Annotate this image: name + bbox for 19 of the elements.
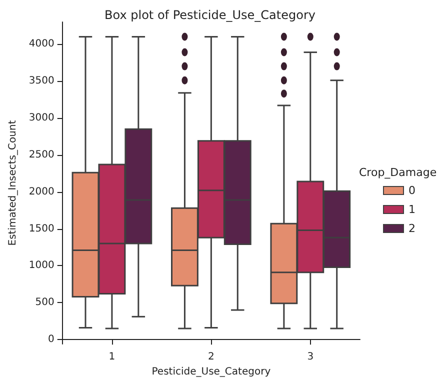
chart-title: Box plot of Pesticide_Use_Category <box>104 8 316 22</box>
y-tick-label: 2000 <box>28 186 54 198</box>
y-tick-label: 1000 <box>28 260 54 272</box>
y-tick-label: 3000 <box>28 112 54 124</box>
y-tick-label: 0 <box>48 334 54 346</box>
y-axis-title: Estimated_Insects_Count <box>8 120 18 246</box>
y-tick-label: 4000 <box>28 38 54 50</box>
legend-title: Crop_Damage <box>359 166 437 179</box>
legend-label: 1 <box>408 203 416 216</box>
y-tick-label: 3500 <box>28 76 54 87</box>
legend-label: 2 <box>408 222 416 235</box>
y-tick-label: 2500 <box>28 149 54 160</box>
y-tick-label: 500 <box>35 297 54 308</box>
x-tick-label: 3 <box>307 352 314 362</box>
y-tick-label: 1500 <box>28 223 54 234</box>
x-tick-label: 2 <box>208 352 214 362</box>
legend-label: 0 <box>408 184 416 197</box>
x-axis-title: Pesticide_Use_Category <box>152 366 271 378</box>
x-tick-label: 1 <box>108 352 116 362</box>
